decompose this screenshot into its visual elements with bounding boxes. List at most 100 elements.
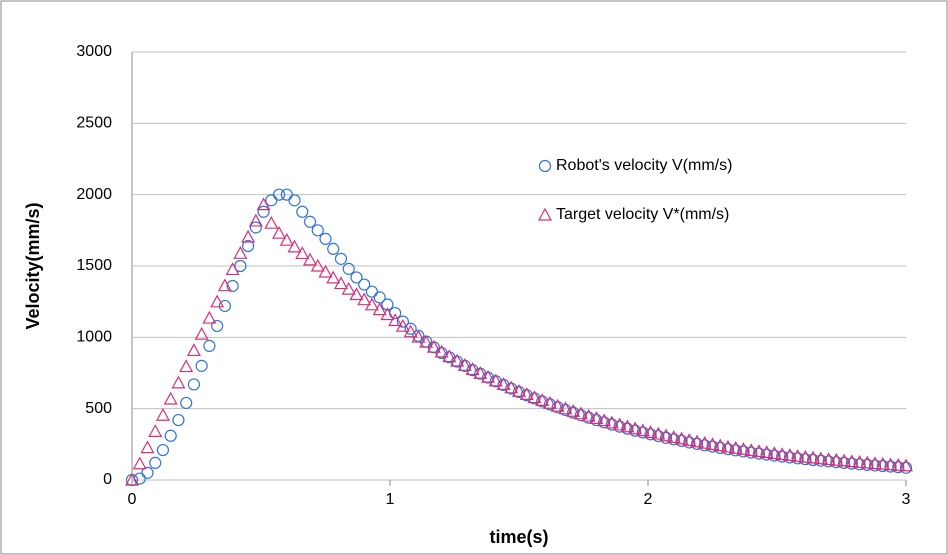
data-point — [334, 252, 348, 265]
legend-label: Robot's velocity V(mm/s) — [556, 157, 732, 174]
data-point — [667, 433, 680, 446]
data-point — [511, 384, 527, 397]
data-point — [264, 215, 279, 229]
data-point — [714, 441, 727, 454]
data-point — [350, 271, 363, 284]
data-point — [295, 246, 310, 260]
data-point — [341, 281, 356, 295]
y-tick-label: 2000 — [76, 186, 112, 203]
data-point — [736, 442, 751, 455]
data-point — [272, 225, 287, 239]
data-point — [566, 403, 581, 417]
data-point — [829, 452, 844, 466]
data-point — [799, 453, 812, 466]
data-point — [752, 447, 766, 460]
data-point — [790, 449, 805, 462]
data-point — [326, 270, 341, 284]
data-point — [535, 393, 550, 406]
data-point — [597, 413, 612, 427]
data-point — [807, 453, 820, 467]
y-tick-label: 2500 — [76, 115, 112, 132]
legend-label: Target velocity V*(mm/s) — [556, 206, 729, 223]
data-point — [434, 344, 449, 358]
x-tick-label: 2 — [644, 491, 653, 508]
data-point — [791, 452, 804, 465]
data-point — [621, 422, 634, 435]
data-point — [613, 420, 626, 433]
data-point — [690, 434, 705, 448]
data-point — [202, 310, 217, 324]
data-point — [318, 264, 333, 278]
data-point — [581, 408, 596, 422]
data-point — [357, 292, 372, 306]
data-point — [172, 413, 185, 427]
data-point — [798, 449, 813, 463]
data-point — [419, 334, 434, 348]
data-point — [395, 318, 410, 332]
data-point — [861, 458, 874, 471]
data-point — [644, 428, 657, 441]
data-point — [457, 358, 472, 371]
data-point — [729, 444, 742, 457]
data-point — [635, 423, 650, 437]
data-point — [666, 430, 681, 443]
data-point — [132, 456, 147, 470]
data-point — [891, 458, 906, 471]
data-point — [589, 411, 604, 424]
data-point — [760, 448, 773, 461]
data-point — [768, 449, 781, 462]
data-point — [435, 346, 448, 360]
data-point — [782, 448, 797, 461]
data-point — [365, 285, 379, 298]
data-point — [813, 451, 828, 465]
legend-marker — [537, 207, 553, 221]
data-point — [442, 349, 457, 363]
data-point — [218, 299, 231, 313]
data-point — [830, 456, 843, 469]
data-point — [364, 297, 379, 311]
data-point — [203, 339, 216, 352]
data-point — [651, 426, 666, 440]
data-point — [659, 428, 674, 442]
data-point — [814, 454, 827, 467]
data-point — [783, 451, 797, 464]
data-point — [822, 455, 835, 468]
x-tick-label: 3 — [902, 491, 911, 508]
data-point — [598, 416, 611, 429]
data-point — [720, 439, 735, 453]
data-point — [845, 457, 858, 470]
data-point — [481, 369, 496, 383]
data-point — [303, 215, 317, 228]
data-point — [234, 259, 247, 273]
data-point — [868, 459, 882, 472]
data-point — [759, 445, 774, 459]
data-point — [876, 459, 889, 473]
data-point — [380, 307, 395, 321]
data-point — [248, 213, 263, 227]
y-tick-label: 0 — [103, 471, 112, 488]
data-point — [311, 224, 324, 237]
data-point — [164, 429, 177, 442]
data-point — [550, 398, 565, 412]
data-point — [705, 437, 720, 451]
data-point — [349, 287, 364, 301]
data-point — [124, 472, 140, 486]
data-point — [652, 429, 665, 443]
data-point — [860, 455, 875, 469]
data-point — [163, 391, 178, 405]
y-tick-label: 1000 — [76, 329, 112, 346]
data-point — [737, 445, 750, 458]
data-point — [148, 424, 163, 437]
data-point — [745, 446, 758, 459]
data-point — [868, 456, 883, 470]
data-point — [620, 419, 635, 433]
data-point — [674, 431, 689, 445]
data-point — [333, 276, 348, 290]
data-point — [542, 395, 557, 409]
data-point — [272, 188, 286, 201]
data-point — [636, 426, 649, 439]
data-point — [319, 232, 332, 245]
data-point — [149, 456, 162, 469]
